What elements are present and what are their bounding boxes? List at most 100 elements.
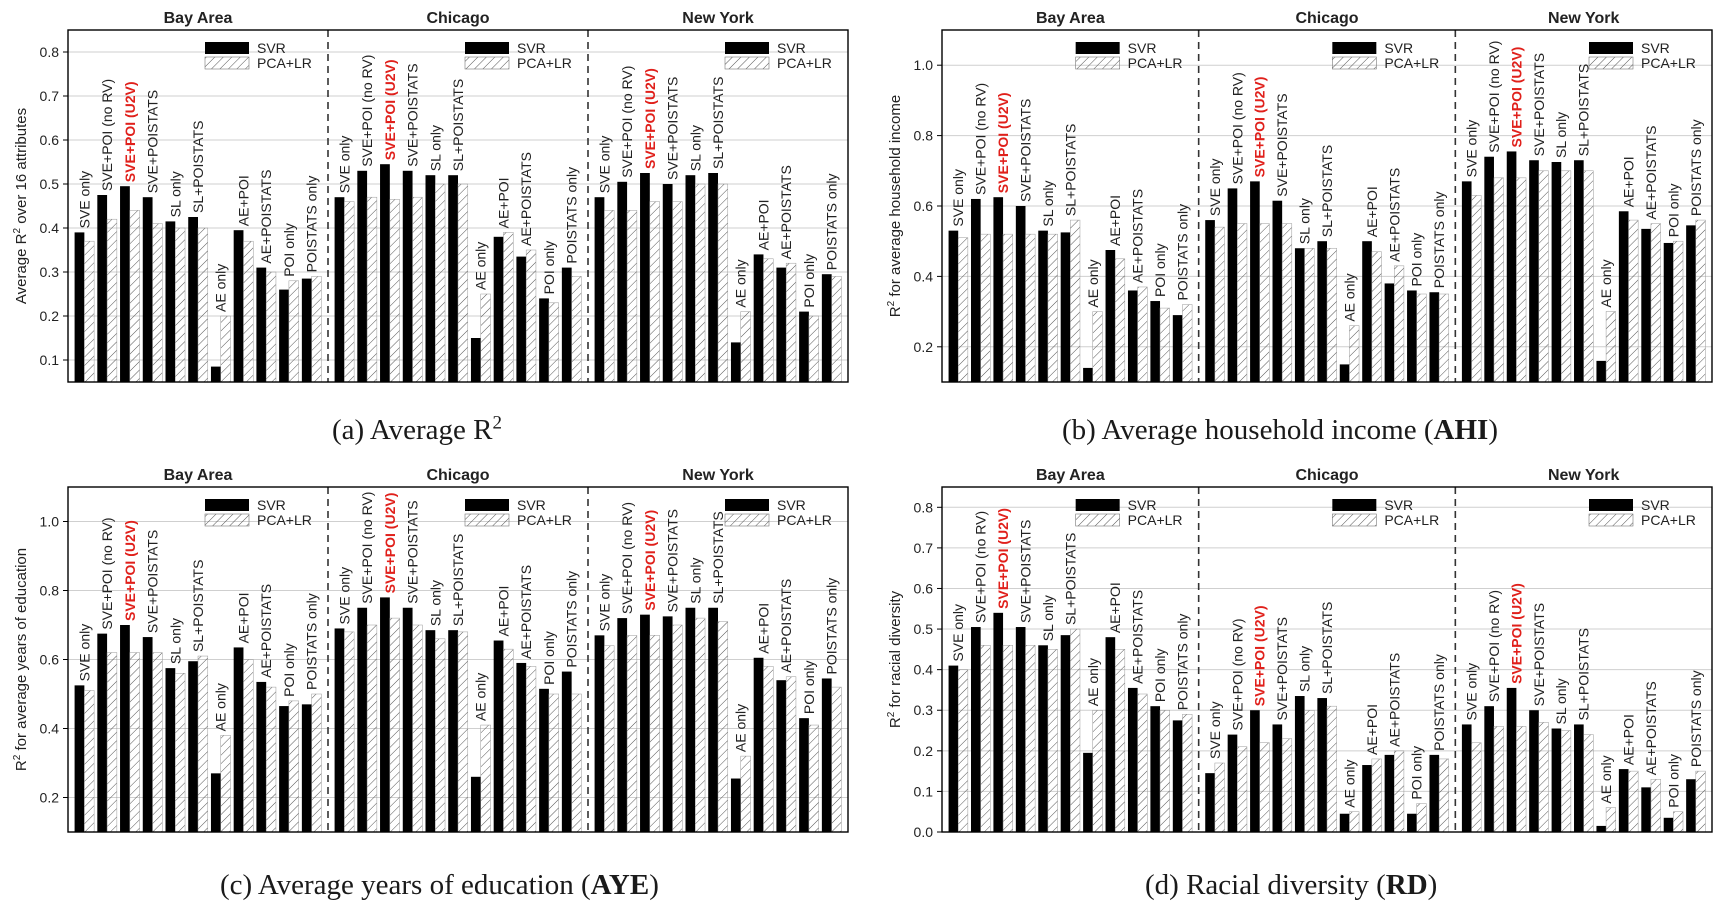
panel-b-new-york-method-label: POISTATS only [1688, 119, 1704, 216]
panel-b-chicago-legend-svr-label: SVR [1384, 40, 1413, 56]
panel-d-tick-label: 0.2 [914, 743, 934, 759]
panel-b-tick-label: 0.6 [914, 198, 934, 214]
panel-c-new-york-bar-pca-ae-poistats [785, 676, 797, 833]
panel-b-new-york-method-label: SVE+POI (no RV) [1486, 41, 1502, 153]
panel-d-chicago-bar-svr-poistats-only [1429, 754, 1440, 832]
panel-a-bay-area-bar-svr-ae-poi [233, 230, 244, 382]
panel-a-chicago-bar-svr-sve-poistats [402, 170, 413, 382]
panel-d-new-york-bar-pca-sl-only [1560, 730, 1572, 833]
panel-a-bay-area-method-label: AE+POI [235, 175, 251, 226]
panel-d-bay-area-method-label: POISTATS only [1174, 614, 1190, 711]
panel-c-new-york-method-label: POI only [801, 660, 817, 714]
panel-a-bay-area-bar-pca-ae-poi [243, 240, 254, 383]
panel-d-new-york-bar-pca-sve-poi-no-rv [1493, 726, 1504, 833]
panel-c-new-york-method-label: AE only [733, 704, 749, 752]
panel-d-chicago-bar-svr-sl-poistats [1317, 698, 1327, 832]
panel-a-chicago-method-label: SVE+POISTATS [405, 63, 421, 166]
panel-a-chicago-method-label: POISTATS only [564, 167, 580, 264]
panel-a-new-york-bar-pca-sl-only [695, 183, 706, 383]
panel-a-chicago-bar-svr-sve-poi-no-rv [357, 170, 368, 382]
panel-d-new-york-bar-svr-ae-poi [1618, 769, 1629, 832]
panel-b-bay-area-bar-svr-sve-poi-u2v [993, 197, 1004, 382]
panel-c-bay-area-bar-svr-ae-poistats [256, 681, 267, 832]
panel-b-new-york-method-label: SVE only [1464, 120, 1480, 178]
panel-b-new-york-bar-svr-ae-only [1596, 360, 1607, 382]
panel-b-bay-area-bar-pca-ae-poi [1114, 258, 1126, 383]
panel-d-new-york-bar-svr-sve-poi-no-rv [1484, 706, 1494, 832]
panel-d-bay-area-bar-svr-poi-only [1150, 706, 1161, 832]
caption-b-bold: AHI [1433, 414, 1489, 446]
panel-d-bay-area-method-label: SVE+POI (U2V) [995, 508, 1011, 609]
panel-d-new-york-bar-svr-sve-poistats [1529, 710, 1539, 832]
panel-c-chicago-bar-pca-poistats-only [571, 693, 582, 833]
panel-c-chicago-method-label: POISTATS only [564, 571, 580, 668]
panel-a-chicago-bar-pca-sve-only [344, 201, 355, 383]
panel-a-new-york-method-label: SL+POISTATS [710, 77, 726, 169]
panel-d-chicago-bar-pca-ae-only [1349, 811, 1360, 833]
panel-d-bay-area-title: Bay Area [1036, 467, 1105, 484]
panel-a-bay-area-legend-pca-swatch [204, 56, 250, 70]
panel-d-new-york-method-label: SL only [1553, 678, 1569, 724]
panel-b-bay-area-method-label: SVE+POI (U2V) [995, 92, 1011, 193]
panel-b-new-york-bar-svr-sve-poi-no-rv [1484, 156, 1494, 382]
panel-b-new-york-legend-pca-swatch [1588, 56, 1634, 70]
panel-d-new-york-bar-pca-poistats-only [1695, 770, 1706, 833]
panel-d-new-york-bar-pca-sl-poistats [1583, 734, 1594, 833]
panel-a-new-york-legend-pca-swatch [724, 56, 770, 70]
panel-c-chicago-bar-pca-ae-poistats [525, 666, 537, 833]
panel-b-chicago-bar-pca-sve-poistats [1281, 223, 1293, 383]
panel-b-new-york-bar-svr-sl-poistats [1574, 160, 1584, 382]
panel-c-chicago-bar-pca-sve-only [344, 631, 355, 833]
panel-c-new-york-bar-svr-ae-poi [753, 657, 764, 832]
panel-b-bay-area-bar-pca-sve-poistats [1025, 233, 1036, 383]
panel-a-chicago-bar-pca-sl-poistats [457, 183, 469, 383]
panel-d-new-york-bar-svr-sl-poistats [1574, 724, 1584, 832]
panel-d-tick-label: 0.8 [914, 499, 934, 515]
panel-c-bay-area-method-label: POI only [281, 643, 297, 697]
panel-a-chicago-method-label: AE+POI [495, 177, 511, 228]
panel-c-bay-area-bar-pca-sve-poi-no-rv [106, 652, 118, 833]
panel-a-chicago-method-label: SVE+POI (U2V) [382, 59, 398, 160]
panel-d-chicago-legend-pca-label: PCA+LR [1384, 512, 1439, 528]
panel-d-chicago-method-label: POI only [1409, 746, 1425, 800]
panel-b-new-york-legend-svr-swatch [1589, 42, 1633, 54]
panel-b-bay-area-bar-svr-ae-only [1083, 367, 1093, 382]
panel-d-bay-area-bar-pca-sl-poistats [1070, 628, 1081, 833]
panel-d-chicago-method-label: SVE+POI (U2V) [1252, 605, 1268, 706]
caption-c: (c) Average years of education (AYE) [220, 869, 659, 902]
panel-b-chicago-bar-pca-ae-only [1349, 325, 1360, 383]
panel-a-bay-area-bar-pca-sve-poistats [152, 223, 163, 383]
panel-b-new-york-method-label: SVE+POI (U2V) [1508, 47, 1524, 148]
panel-a-chicago-method-label: SVE+POI (no RV) [359, 55, 375, 167]
panel-c-new-york-method-label: SL only [687, 558, 703, 604]
panel-b-bay-area-bar-svr-ae-poistats [1127, 290, 1138, 382]
panel-d-new-york-method-label: SL+POISTATS [1576, 628, 1592, 720]
panel-a-tick-label: 0.5 [40, 176, 60, 192]
panel-c-bay-area-bar-svr-poi-only [279, 706, 289, 832]
panel-d-tick-label: 0.0 [914, 824, 934, 840]
panel-d-chicago-legend-pca-swatch [1332, 513, 1377, 527]
panel-b-new-york-bar-pca-sl-poistats [1583, 170, 1594, 383]
panel-b-bay-area-bar-svr-poi-only [1150, 301, 1161, 382]
panel-c-new-york-method-label: SVE+POISTATS [665, 509, 681, 612]
panel-c-chicago-bar-pca-poi-only [548, 693, 559, 833]
panel-b-new-york-bar-pca-sve-poi-no-rv [1493, 177, 1504, 383]
panel-d-bay-area-legend-svr-swatch [1075, 499, 1120, 511]
panel-d-new-york-bar-svr-sve-poi-u2v [1506, 687, 1517, 832]
panel-c-new-york-bar-svr-poistats-only [821, 678, 832, 832]
panel-b-bay-area-method-label: SVE+POISTATS [1017, 99, 1033, 202]
panel-d-chicago-method-label: POISTATS only [1431, 654, 1447, 751]
panel-a-bay-area-title: Bay Area [164, 10, 233, 27]
panel-c-chicago-method-label: AE only [473, 673, 489, 721]
panel-a-new-york-bar-pca-poi-only [808, 315, 819, 383]
panel-c-chicago-legend-pca-label: PCA+LR [517, 512, 572, 528]
panel-d-new-york-bar-pca-ae-poistats [1650, 778, 1661, 833]
panel-a-bay-area-bar-pca-sve-only [84, 240, 95, 383]
panel-c: 0.2 0.4 0.6 0.8 1.0 R2 for average years of e… [12, 467, 849, 833]
panel-d-chicago-bar-pca-sve-poi-no-rv [1237, 746, 1248, 833]
panel-d-new-york-bar-svr-poistats-only [1686, 779, 1696, 832]
panel-c-bay-area-legend-pca-swatch [204, 513, 250, 527]
panel-c-bay-area-bar-svr-sl-poistats [188, 661, 198, 832]
panel-b-bay-area-bar-svr-ae-poi [1105, 250, 1116, 382]
panel-b-new-york-method-label: AE+POISTATS [1643, 126, 1659, 220]
